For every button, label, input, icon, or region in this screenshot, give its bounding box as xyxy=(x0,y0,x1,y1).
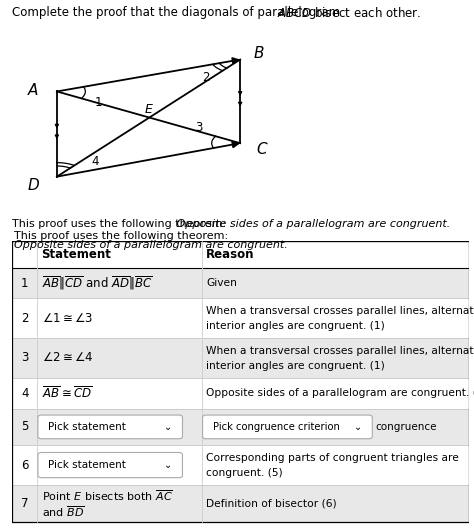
Text: 2: 2 xyxy=(201,71,209,84)
Text: $\mathit{ABCD}$ bisect each other.: $\mathit{ABCD}$ bisect each other. xyxy=(12,6,421,20)
Text: and $\overline{BD}$: and $\overline{BD}$ xyxy=(42,504,84,519)
Text: $C$: $C$ xyxy=(256,142,269,157)
Text: Complete the proof that the diagonals of parallelogram: Complete the proof that the diagonals of… xyxy=(12,6,344,20)
Text: ⌄: ⌄ xyxy=(164,460,172,470)
Bar xyxy=(12,445,469,485)
Text: Opposite sides of a parallelogram are congruent. (1): Opposite sides of a parallelogram are co… xyxy=(206,388,474,398)
Text: 7: 7 xyxy=(21,497,28,510)
Text: congruence: congruence xyxy=(375,422,437,432)
Bar xyxy=(12,485,469,522)
Text: 4: 4 xyxy=(91,155,99,168)
Text: When a transversal crosses parallel lines, alternate: When a transversal crosses parallel line… xyxy=(206,346,474,356)
Text: Point $E$ bisects both $\overline{AC}$: Point $E$ bisects both $\overline{AC}$ xyxy=(42,489,173,504)
Bar xyxy=(12,241,469,268)
Text: 4: 4 xyxy=(21,387,28,400)
Text: congruent. (5): congruent. (5) xyxy=(206,468,283,478)
Text: Reason: Reason xyxy=(206,248,255,261)
Text: 6: 6 xyxy=(21,458,28,472)
Text: Definition of bisector (6): Definition of bisector (6) xyxy=(206,498,337,508)
Text: This proof uses the following theorem:: This proof uses the following theorem: xyxy=(14,231,232,241)
Text: Opposite sides of a parallelogram are congruent.: Opposite sides of a parallelogram are co… xyxy=(14,240,288,250)
Bar xyxy=(12,409,469,445)
FancyBboxPatch shape xyxy=(38,415,182,439)
Bar xyxy=(12,338,469,378)
Text: $\angle 1 \cong \angle 3$: $\angle 1 \cong \angle 3$ xyxy=(42,312,93,325)
Text: Pick statement: Pick statement xyxy=(48,460,133,470)
Bar xyxy=(12,298,469,338)
Text: $E$: $E$ xyxy=(144,103,154,116)
Text: $B$: $B$ xyxy=(254,46,265,61)
FancyBboxPatch shape xyxy=(202,415,372,439)
Text: 3: 3 xyxy=(195,121,203,135)
Text: $\angle 2 \cong \angle 4$: $\angle 2 \cong \angle 4$ xyxy=(42,351,93,365)
Text: 3: 3 xyxy=(21,351,28,365)
Text: ⁣⁣⁣⁣⁣⁣⁣⁣⁣⁣⁣⁣⁣⁣⁣⁣⁣⁣⁣⁣⁣⁣⁣⁣⁣Opposite sides of a parallelogram are congruent.: ⁣⁣⁣⁣⁣⁣⁣⁣⁣⁣⁣⁣⁣⁣⁣⁣⁣⁣⁣⁣⁣⁣⁣⁣⁣Opposite sides … xyxy=(12,219,450,229)
Text: Statement: Statement xyxy=(42,248,111,261)
Text: 1: 1 xyxy=(94,95,102,109)
Text: Pick statement: Pick statement xyxy=(48,422,133,432)
Bar xyxy=(12,378,469,409)
Text: interior angles are congruent. (1): interior angles are congruent. (1) xyxy=(206,321,385,331)
Text: Corresponding parts of congruent triangles are: Corresponding parts of congruent triangl… xyxy=(206,453,459,463)
Text: $A$: $A$ xyxy=(27,82,39,98)
Text: ⌄: ⌄ xyxy=(164,422,172,432)
Text: interior angles are congruent. (1): interior angles are congruent. (1) xyxy=(206,361,385,371)
Text: $D$: $D$ xyxy=(27,177,40,193)
Bar xyxy=(12,268,469,298)
FancyBboxPatch shape xyxy=(38,453,182,478)
Text: 2: 2 xyxy=(21,312,28,325)
Text: When a transversal crosses parallel lines, alternate: When a transversal crosses parallel line… xyxy=(206,306,474,316)
Text: This proof uses the following theorem:: This proof uses the following theorem: xyxy=(12,219,229,229)
Text: $\overline{AB} \cong \overline{CD}$: $\overline{AB} \cong \overline{CD}$ xyxy=(42,385,92,401)
Text: 5: 5 xyxy=(21,420,28,434)
Text: 1: 1 xyxy=(21,277,28,289)
Text: Given: Given xyxy=(206,278,237,288)
Text: ⌄: ⌄ xyxy=(354,422,362,432)
Text: Pick congruence criterion: Pick congruence criterion xyxy=(213,422,346,432)
Text: $\overline{AB} \| \overline{CD}$ and $\overline{AD} \| \overline{BC}$: $\overline{AB} \| \overline{CD}$ and $\o… xyxy=(42,274,152,292)
